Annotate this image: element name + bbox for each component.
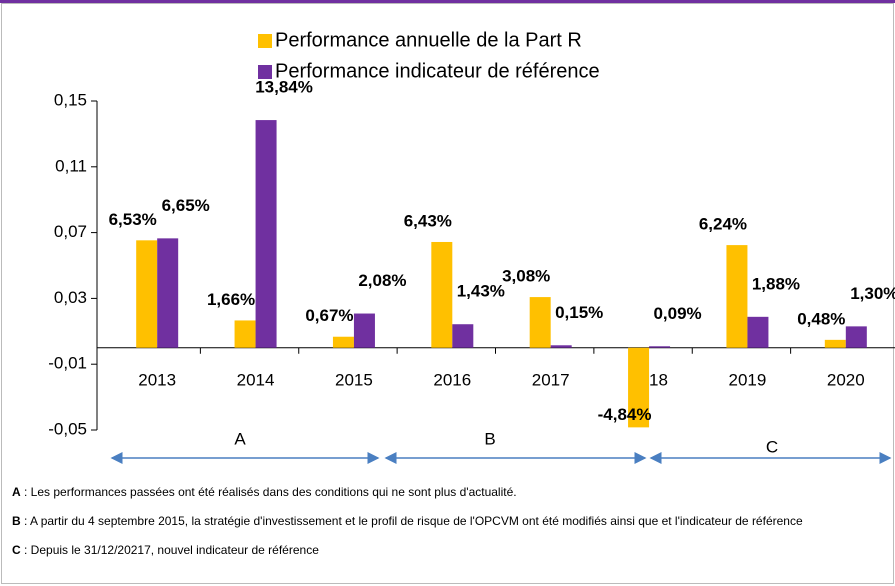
x-tick-label: 2016 bbox=[433, 370, 471, 389]
x-tick-label: 2020 bbox=[827, 370, 865, 389]
bar bbox=[726, 245, 748, 348]
bar bbox=[845, 326, 867, 348]
bar bbox=[431, 241, 453, 348]
value-label: 1,88% bbox=[752, 274, 800, 293]
frame bbox=[1, 3, 894, 584]
footnote: C : Depuis le 31/12/20217, nouvel indica… bbox=[12, 543, 319, 557]
value-label: 0,67% bbox=[305, 306, 353, 325]
value-label: 3,08% bbox=[502, 267, 550, 286]
value-label: 0,15% bbox=[555, 303, 603, 322]
bar bbox=[353, 313, 375, 348]
value-label: -4,84% bbox=[598, 405, 652, 424]
bar bbox=[234, 320, 256, 348]
value-label: 1,66% bbox=[207, 290, 255, 309]
x-tick-label: 2019 bbox=[729, 370, 767, 389]
footnote-key: A bbox=[12, 485, 21, 499]
top-rule bbox=[0, 0, 895, 3]
bar bbox=[332, 336, 354, 348]
bar bbox=[628, 347, 650, 428]
period-label: A bbox=[234, 429, 246, 448]
footnote: A : Les performances passées ont été réa… bbox=[12, 485, 517, 499]
footnote-text: : A partir du 4 septembre 2015, la strat… bbox=[21, 514, 803, 528]
bar bbox=[529, 297, 551, 348]
y-tick-label: -0,01 bbox=[48, 354, 87, 373]
bar bbox=[550, 345, 572, 348]
y-tick-label: 0,11 bbox=[55, 156, 87, 175]
value-label: 6,24% bbox=[699, 215, 747, 234]
bar bbox=[747, 316, 769, 348]
footnote: B : A partir du 4 septembre 2015, la str… bbox=[12, 514, 803, 528]
legend-label: Performance indicateur de référence bbox=[275, 60, 600, 82]
value-label: 2,08% bbox=[358, 271, 406, 290]
bar bbox=[824, 339, 846, 348]
legend-swatch bbox=[258, 34, 272, 48]
footnote-key: C bbox=[12, 543, 21, 557]
x-tick-label: 2017 bbox=[532, 370, 570, 389]
x-tick-label: 2015 bbox=[335, 370, 373, 389]
value-label: 6,43% bbox=[404, 211, 452, 230]
bar bbox=[136, 240, 158, 348]
y-tick-label: 0,15 bbox=[54, 90, 87, 109]
y-tick-label: 0,03 bbox=[54, 288, 87, 307]
period-label: C bbox=[766, 437, 778, 456]
y-tick-label: -0,05 bbox=[48, 419, 87, 438]
x-tick-label: 2014 bbox=[237, 370, 275, 389]
y-tick-label: 0,07 bbox=[54, 222, 87, 241]
value-label: 1,30% bbox=[850, 284, 895, 303]
bar bbox=[452, 324, 474, 348]
legend-swatch bbox=[258, 65, 272, 79]
x-tick-label: 2013 bbox=[138, 370, 176, 389]
footnote-text: : Les performances passées ont été réali… bbox=[21, 485, 517, 499]
value-label: 13,84% bbox=[255, 78, 313, 97]
period-label: B bbox=[484, 429, 495, 448]
value-label: 0,09% bbox=[653, 304, 701, 323]
value-label: 6,65% bbox=[162, 196, 210, 215]
bar bbox=[157, 238, 179, 348]
footnote-key: B bbox=[12, 514, 21, 528]
value-label: 1,43% bbox=[457, 282, 505, 301]
value-label: 0,48% bbox=[797, 309, 845, 328]
legend-label: Performance annuelle de la Part R bbox=[275, 29, 582, 51]
bar bbox=[649, 346, 671, 348]
value-label: 6,53% bbox=[109, 210, 157, 229]
footnote-text: : Depuis le 31/12/20217, nouvel indicate… bbox=[21, 543, 320, 557]
bar bbox=[255, 120, 277, 348]
